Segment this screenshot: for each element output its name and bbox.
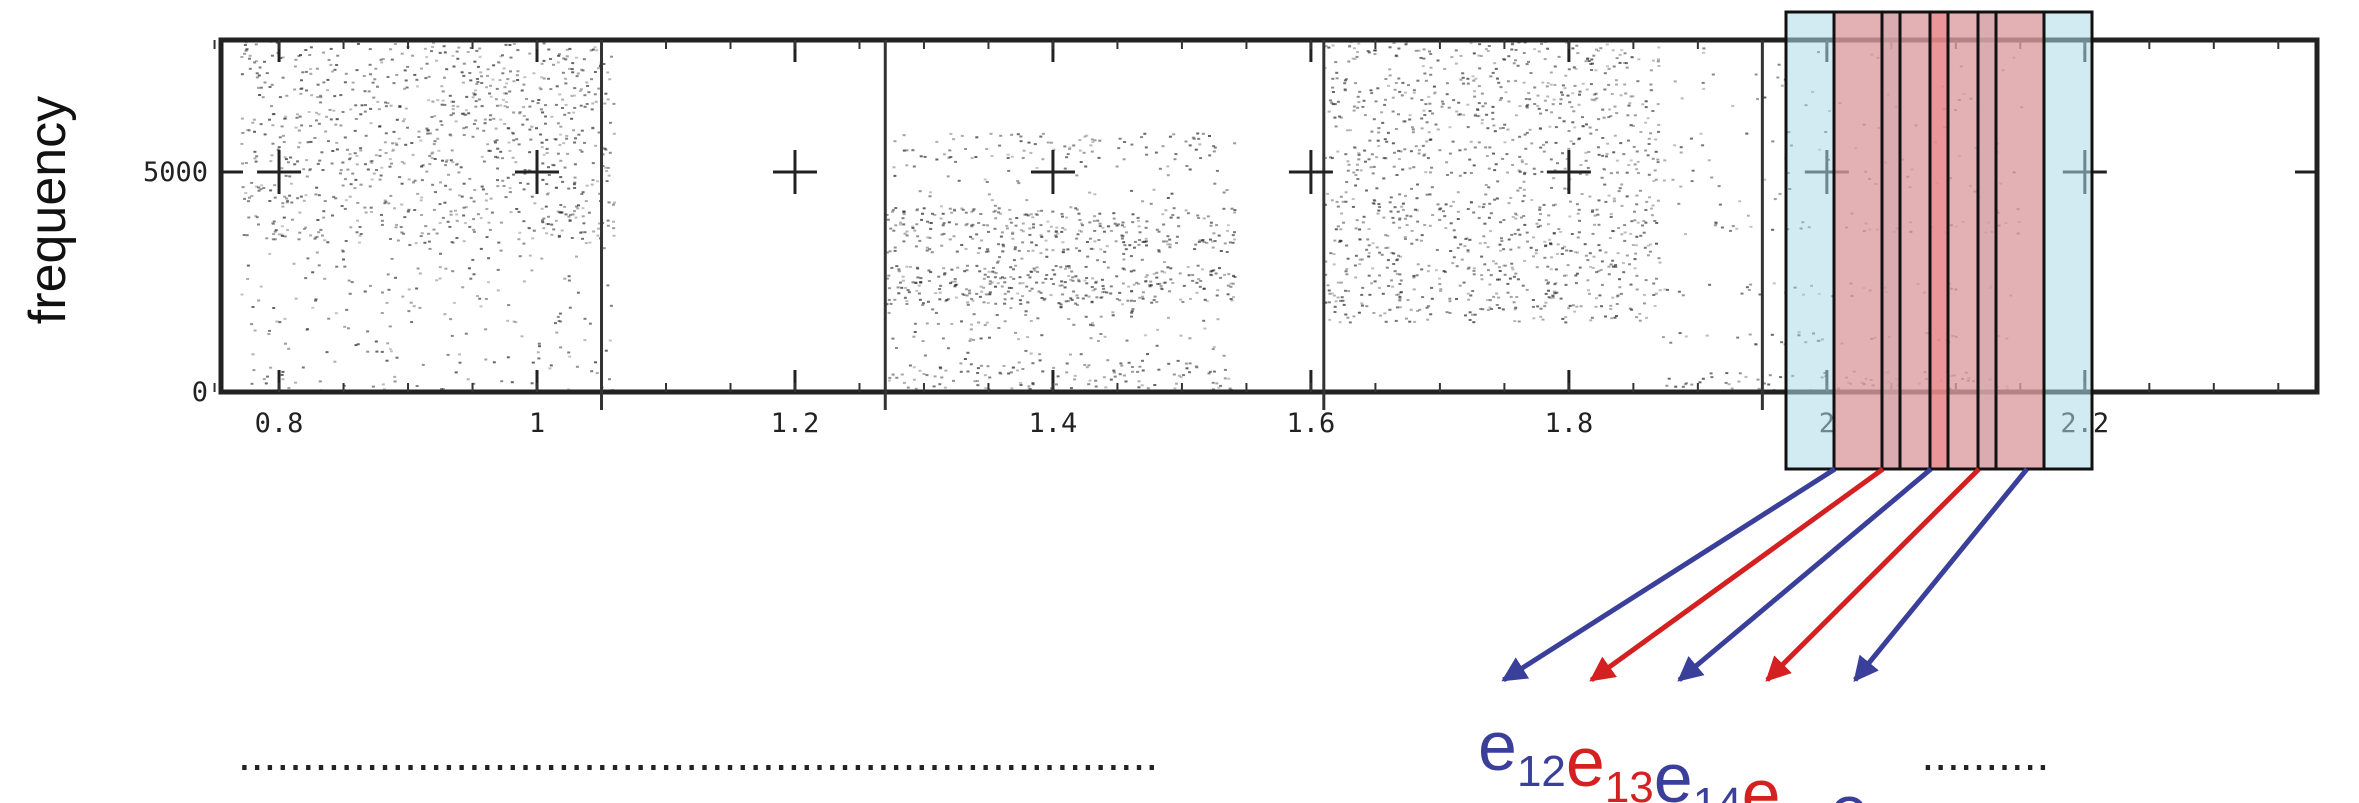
embedding-15-subscript: 15 <box>1781 795 1830 803</box>
embedding-sequence: e12e13e14e15e16 <box>1478 707 1917 803</box>
frame-border-16 <box>1976 10 2094 471</box>
x-tick-label: 0.8 <box>255 408 304 439</box>
embedding-13-subscript: 13 <box>1605 763 1654 803</box>
frame-arrow-12 <box>1501 466 1837 683</box>
x-tick-label: 1 <box>529 408 545 439</box>
embedding-16-label: e <box>1830 771 1869 803</box>
x-tick-label: 1.6 <box>1287 408 1336 439</box>
embedding-15-label: e <box>1742 755 1781 803</box>
y-tick-labels: 0 5000 <box>143 157 208 408</box>
ellipsis-left: ........................................… <box>238 728 1158 780</box>
embedding-12-subscript: 12 <box>1517 747 1566 796</box>
frame-arrow-14 <box>1677 467 1933 682</box>
y-tick-label: 5000 <box>143 157 208 188</box>
spectrogram-axes <box>213 37 2320 410</box>
y-axis-label: frequency <box>19 96 77 324</box>
spectrogram <box>240 40 2024 394</box>
x-tick-label: 1.4 <box>1029 408 1078 439</box>
embedding-13-label: e <box>1566 723 1605 801</box>
y-tick-label: 0 <box>192 377 208 408</box>
frame-arrow-13 <box>1589 466 1885 683</box>
ellipsis-right: .......... <box>1921 728 2049 780</box>
embedding-12-label: e <box>1478 707 1517 785</box>
frame-arrows <box>1501 466 2029 683</box>
frame-windows <box>1784 10 2094 471</box>
x-tick-label: 1.2 <box>771 408 820 439</box>
x-tick-label: 1.8 <box>1544 408 1593 439</box>
embedding-14-label: e <box>1654 739 1693 803</box>
frame-arrow-15 <box>1765 467 1981 682</box>
frame-arrow-16 <box>1853 467 2029 682</box>
embedding-14-subscript: 14 <box>1693 779 1742 803</box>
plot-frame <box>218 37 2320 395</box>
